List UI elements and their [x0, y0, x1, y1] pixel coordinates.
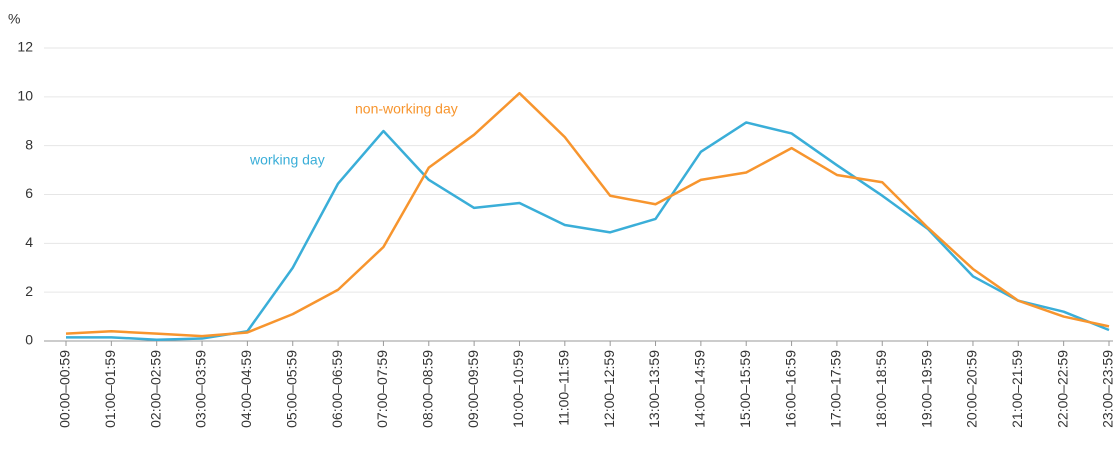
y-axis-label: %	[8, 11, 20, 27]
y-tick-label: 6	[25, 185, 33, 201]
series-line	[65, 91, 1110, 338]
x-tick-label: 22:00–22:59	[1054, 350, 1070, 428]
y-tick-label: 10	[17, 88, 33, 104]
y-tick-label: 0	[25, 332, 33, 348]
x-tick-label: 04:00–04:59	[238, 350, 254, 428]
y-tick-label: 12	[17, 39, 33, 55]
x-tick-label: 08:00–08:59	[419, 350, 435, 428]
series-label: working day	[249, 152, 325, 168]
x-tick-label: 19:00–19:59	[918, 350, 934, 428]
x-tick-label: 01:00–01:59	[102, 350, 118, 428]
x-tick-label: 13:00–13:59	[646, 350, 662, 428]
x-tick-label: 07:00–07:59	[374, 350, 390, 428]
x-tick-label: 14:00–14:59	[692, 350, 708, 428]
x-tick-label: 03:00–03:59	[193, 350, 209, 428]
y-tick-label: 8	[25, 136, 33, 152]
x-tick-label: 18:00–18:59	[873, 350, 889, 428]
x-tick-label: 20:00–20:59	[964, 350, 980, 428]
y-tick-label: 4	[25, 234, 33, 250]
x-tick-label: 06:00–06:59	[329, 350, 345, 428]
x-tick-label: 02:00–02:59	[147, 350, 163, 428]
series-label: non-working day	[355, 101, 458, 117]
x-tick-label: 17:00–17:59	[828, 350, 844, 428]
x-tick-label: 12:00–12:59	[601, 350, 617, 428]
y-tick-label: 2	[25, 283, 33, 299]
x-tick-label: 21:00–21:59	[1009, 350, 1025, 428]
x-tick-label: 16:00–16:59	[782, 350, 798, 428]
x-tick-label: 05:00–05:59	[283, 350, 299, 428]
x-tick-label: 09:00–09:59	[465, 350, 481, 428]
x-tick-label: 15:00–15:59	[737, 350, 753, 428]
series-line	[66, 121, 1110, 342]
x-tick-label: 10:00–10:59	[510, 350, 526, 428]
x-tick-label: 00:00–00:59	[57, 350, 73, 428]
x-tick-label: 23:00–23:59	[1100, 350, 1116, 428]
x-tick-label: 11:00–11:59	[556, 350, 572, 426]
